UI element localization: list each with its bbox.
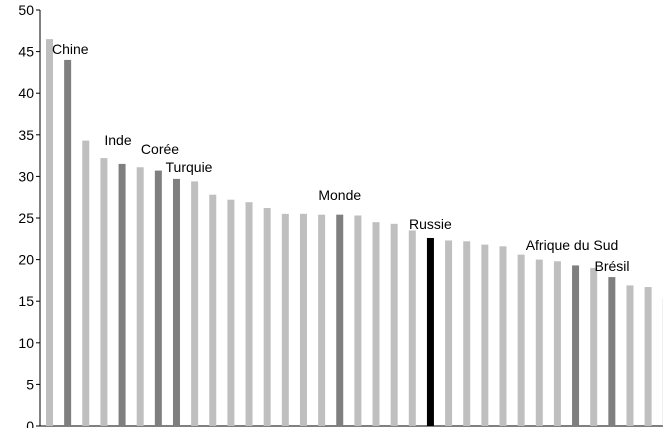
y-tick-label: 0: [26, 418, 34, 428]
bar: [136, 167, 144, 426]
y-tick-label: 10: [18, 335, 34, 351]
bar: [172, 178, 180, 426]
bar-annotation-monde: Monde: [318, 187, 361, 203]
bar: [281, 213, 289, 426]
bar: [517, 254, 525, 426]
bar-annotations: Chine Inde Corée Turquie Monde Russie Afrique …: [52, 41, 630, 274]
bar: [572, 265, 580, 426]
bar: [354, 215, 362, 426]
y-tick-label: 30: [18, 168, 34, 184]
bar: [445, 240, 453, 426]
bar: [191, 181, 199, 426]
y-tick-label: 5: [26, 376, 34, 392]
y-tick-label: 35: [18, 127, 34, 143]
bar: [463, 241, 471, 426]
bar: [64, 59, 72, 427]
bar-annotation-afrique-du-sud: Afrique du Sud: [526, 237, 619, 253]
bar: [82, 140, 90, 426]
y-axis: 0 5 10 15 20 25 30 35 40 45 50: [18, 2, 663, 428]
bar: [408, 230, 416, 426]
y-tick-label: 25: [18, 210, 34, 226]
y-tick-label: 50: [18, 2, 34, 18]
bar: [227, 199, 235, 426]
bar-annotation-cor-e: Corée: [141, 141, 179, 157]
bar: [154, 170, 162, 426]
bar: [46, 39, 53, 427]
bar: [608, 277, 616, 426]
bar: [626, 285, 634, 426]
bar: [590, 267, 598, 426]
bar: [426, 237, 434, 426]
bar: [100, 158, 108, 426]
bar: [553, 261, 561, 426]
bar: [390, 223, 398, 426]
bar-annotation-turquie: Turquie: [166, 159, 213, 175]
bar: [535, 259, 543, 426]
y-tick-label: 20: [18, 252, 34, 268]
bar-annotation-inde: Inde: [104, 132, 131, 148]
bar: [118, 163, 126, 427]
bars: [46, 39, 663, 427]
bar: [245, 202, 253, 426]
bar: [499, 246, 507, 426]
y-tick-label: 40: [18, 85, 34, 101]
bar: [644, 287, 652, 426]
bar: [318, 214, 326, 426]
bar-annotation-russie: Russie: [409, 216, 452, 232]
bar: [336, 214, 344, 426]
bar: [209, 194, 217, 426]
bar-annotation-chine: Chine: [52, 41, 89, 57]
y-tick-label: 45: [18, 44, 34, 60]
bar: [299, 213, 307, 426]
bar: [481, 244, 489, 426]
y-tick-label: 15: [18, 293, 34, 309]
bar: [263, 208, 271, 426]
bar: [372, 222, 380, 426]
bar-annotation-br-sil: Brésil: [594, 258, 629, 274]
